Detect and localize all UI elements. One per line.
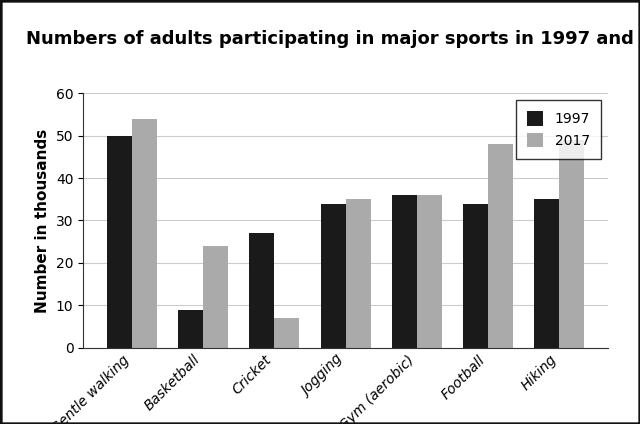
Bar — [203, 246, 228, 348]
Bar — [559, 140, 584, 348]
Bar — [107, 136, 132, 348]
Bar — [346, 199, 371, 348]
Text: Numbers of adults participating in major sports in 1997 and 2017: Numbers of adults participating in major… — [26, 30, 640, 47]
Bar — [132, 119, 157, 348]
Bar — [534, 199, 559, 348]
Bar — [179, 310, 203, 348]
Bar — [321, 204, 346, 348]
Bar — [488, 144, 513, 348]
Bar — [417, 195, 442, 348]
Bar — [392, 195, 417, 348]
Bar — [463, 204, 488, 348]
Bar — [275, 318, 300, 348]
Y-axis label: Number in thousands: Number in thousands — [35, 128, 51, 312]
Legend: 1997, 2017: 1997, 2017 — [516, 100, 601, 159]
Bar — [250, 233, 275, 348]
